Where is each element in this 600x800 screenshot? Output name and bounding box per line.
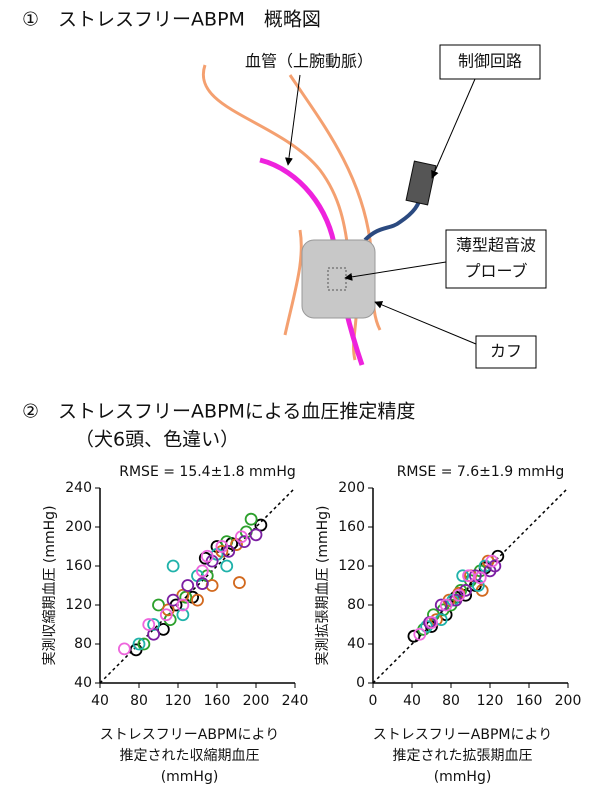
control-unit: [405, 160, 437, 206]
data-point: [179, 590, 193, 604]
x-tick-label: 160: [516, 693, 543, 709]
data-point: [220, 559, 234, 573]
x-tick-label: 200: [243, 693, 270, 709]
control-label: 制御回路: [458, 52, 522, 71]
x-tick-label: 40: [91, 693, 109, 709]
data-point: [425, 616, 438, 629]
probe-label: プローブ: [464, 262, 527, 281]
data-point: [159, 608, 173, 622]
y-tick-label: 40: [347, 636, 365, 652]
x-tick-label: 80: [130, 693, 148, 709]
x-axis-label: ストレスフリーABPMにより: [100, 727, 279, 743]
x-axis-label: ストレスフリーABPMにより: [373, 727, 552, 743]
data-point: [473, 571, 487, 585]
x-tick-label: 160: [204, 693, 231, 709]
x-axis-label: (mmHg): [434, 769, 492, 785]
y-tick-label: 0: [356, 675, 365, 691]
data-point: [156, 622, 170, 636]
data-point: [195, 577, 209, 590]
section-title: ② ストレスフリーABPMによる血圧推定精度: [22, 401, 415, 423]
x-tick-label: 80: [442, 693, 460, 709]
x-tick-label: 40: [403, 693, 421, 709]
data-point: [249, 528, 263, 542]
arrow: [374, 301, 477, 345]
data-point: [434, 598, 448, 612]
data-point: [137, 637, 151, 651]
data-point: [234, 530, 248, 544]
data-point: [176, 588, 190, 602]
identity-line: [372, 487, 569, 684]
cuff-label: カフ: [490, 342, 522, 361]
x-tick-label: 120: [477, 693, 504, 709]
vessel-label: 血管（上腕動脈）: [245, 52, 373, 71]
y-tick-label: 240: [65, 480, 92, 496]
data-point: [166, 559, 180, 573]
section-subtitle: （犬6頭、色違い）: [75, 429, 239, 451]
probe-label: 薄型超音波: [456, 236, 536, 255]
data-point: [456, 569, 470, 583]
data-point: [176, 598, 190, 612]
arrow: [344, 261, 447, 281]
diagram-title: ① ストレスフリーABPM 概略図: [22, 9, 321, 31]
x-tick-label: 120: [165, 693, 192, 709]
data-point: [254, 518, 268, 532]
probe: [301, 239, 376, 319]
vessel: [283, 229, 303, 336]
y-tick-label: 120: [65, 597, 92, 613]
y-tick-label: 200: [65, 519, 92, 535]
data-point: [452, 588, 466, 602]
x-axis-label: 推定された収縮期血圧: [120, 748, 260, 764]
y-tick-label: 160: [338, 519, 365, 535]
y-tick-label: 40: [74, 675, 92, 691]
data-point: [244, 512, 258, 526]
data-point: [195, 564, 209, 578]
data-point: [132, 637, 146, 651]
y-axis-label: 実測収縮期血圧 (mmHg): [42, 505, 58, 665]
x-tick-label: 0: [369, 693, 378, 709]
data-point: [413, 627, 427, 641]
data-point: [147, 618, 161, 631]
data-point: [152, 598, 165, 612]
label-box: [445, 229, 547, 289]
x-axis-label: (mmHg): [161, 769, 219, 785]
data-point: [181, 579, 195, 592]
label-box: [475, 335, 537, 369]
data-point: [439, 598, 453, 612]
arrow: [284, 74, 301, 166]
x-tick-label: 200: [555, 693, 582, 709]
x-axis-label: 推定された拡張期血圧: [393, 748, 533, 764]
data-point: [166, 593, 180, 607]
data-point: [407, 629, 421, 643]
data-point: [147, 627, 161, 641]
y-tick-label: 80: [74, 636, 92, 652]
y-tick-label: 160: [65, 558, 92, 574]
chart-title: RMSE = 15.4±1.8 mmHg: [119, 464, 295, 480]
data-point: [191, 593, 204, 607]
data-point: [198, 551, 212, 565]
data-point: [233, 576, 246, 589]
data-point: [117, 642, 131, 656]
data-point: [176, 608, 190, 622]
x-tick-label: 240: [282, 693, 309, 709]
label-box: [439, 44, 541, 80]
data-point: [462, 569, 475, 583]
chart-title: RMSE = 7.6±1.9 mmHg: [397, 464, 565, 480]
data-point: [215, 540, 229, 553]
data-point: [485, 554, 499, 568]
y-tick-label: 200: [338, 480, 365, 496]
y-axis-label: 実測拡張期血圧 (mmHg): [315, 505, 331, 665]
y-tick-label: 120: [338, 558, 365, 574]
data-point: [142, 618, 156, 631]
arrow: [431, 78, 476, 179]
data-point: [200, 549, 214, 563]
y-tick-label: 80: [347, 597, 365, 613]
